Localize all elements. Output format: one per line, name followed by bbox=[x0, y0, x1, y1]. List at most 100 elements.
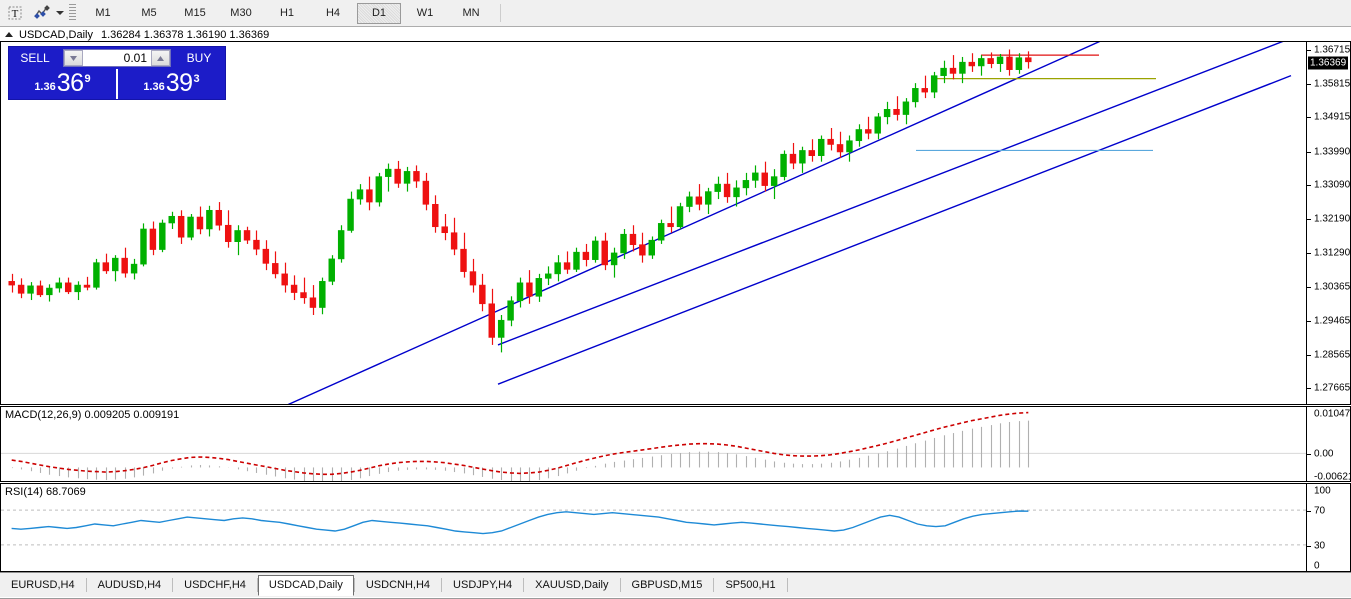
sell-price-sup: 9 bbox=[84, 73, 91, 85]
price-scale-label: 1.36715 bbox=[1314, 44, 1351, 56]
price-scale-tick bbox=[1307, 219, 1311, 221]
macd-scale: 0.010474 0.00 -0.006218 bbox=[1307, 406, 1351, 483]
chart-window: USDCAD,Daily 1.36284 1.36378 1.36190 1.3… bbox=[0, 26, 1351, 599]
chart-tab-bar: EURUSD,H4 AUDUSD,H4 USDCHF,H4 USDCAD,Daily U… bbox=[0, 572, 1351, 597]
rsi-label: RSI(14) 68.7069 bbox=[5, 486, 86, 498]
macd-scale-label: 0.00 bbox=[1314, 448, 1334, 460]
buy-price-sup: 3 bbox=[193, 73, 200, 85]
tab-divider bbox=[353, 578, 355, 592]
rsi-scale: 100 70 30 0 bbox=[1307, 483, 1351, 572]
price-scale-label: 1.32190 bbox=[1314, 213, 1351, 225]
timeframe-m30[interactable]: M30 bbox=[230, 7, 252, 19]
one-click-trading-panel: SELL 0.01 BUY 1.36 36 9 bbox=[8, 46, 226, 100]
price-scale-tick bbox=[1307, 83, 1311, 85]
timeframe-w1[interactable]: W1 bbox=[416, 7, 434, 19]
octp-price-row: 1.36 36 9 1.36 39 3 bbox=[9, 69, 225, 99]
toolbar-divider bbox=[500, 4, 501, 22]
sell-price-prefix: 1.36 bbox=[34, 81, 56, 93]
chart-symbol-label: USDCAD,Daily bbox=[19, 28, 93, 41]
rsi-scale-label: 30 bbox=[1314, 540, 1326, 552]
rsi-scale-label: 70 bbox=[1314, 505, 1326, 517]
price-scale-label: 1.28565 bbox=[1314, 349, 1351, 361]
volume-input[interactable]: 0.01 bbox=[83, 50, 151, 66]
timeframe-h4[interactable]: H4 bbox=[325, 7, 341, 19]
tab-divider bbox=[256, 578, 258, 592]
volume-up-icon[interactable] bbox=[151, 50, 170, 66]
chart-title-bar: USDCAD,Daily 1.36284 1.36378 1.36190 1.3… bbox=[0, 27, 1351, 42]
chart-tab-usdjpy[interactable]: USDJPY,H4 bbox=[453, 579, 513, 591]
volume-stepper[interactable]: 0.01 bbox=[63, 49, 171, 67]
price-scale-tick bbox=[1307, 388, 1311, 390]
text-tool-icon[interactable]: T bbox=[3, 2, 27, 24]
buy-price-big: 39 bbox=[165, 69, 193, 97]
chart-tab-usdchf[interactable]: USDCHF,H4 bbox=[184, 579, 246, 591]
macd-pane[interactable]: MACD(12,26,9) 0.009205 0.009191 bbox=[0, 406, 1307, 482]
sell-button[interactable]: SELL bbox=[20, 51, 50, 65]
chart-tab-eurusd[interactable]: EURUSD,H4 bbox=[11, 579, 75, 591]
octp-top-row: SELL 0.01 BUY bbox=[9, 47, 225, 69]
macd-label: MACD(12,26,9) 0.009205 0.009191 bbox=[5, 409, 180, 421]
macd-scale-label: -0.006218 bbox=[1314, 471, 1351, 483]
price-pane[interactable] bbox=[0, 41, 1307, 405]
tab-divider bbox=[713, 578, 715, 592]
price-scale-tick bbox=[1307, 49, 1311, 51]
volume-down-icon[interactable] bbox=[64, 50, 83, 66]
collapse-icon[interactable] bbox=[5, 32, 13, 37]
sell-price[interactable]: 1.36 36 9 bbox=[9, 69, 116, 99]
tab-divider bbox=[85, 578, 87, 592]
buy-button[interactable]: BUY bbox=[186, 51, 212, 65]
timeframe-d1[interactable]: D1 bbox=[357, 2, 401, 24]
chevron-down-icon[interactable] bbox=[54, 3, 66, 23]
price-scale-label: 1.31290 bbox=[1314, 247, 1351, 259]
price-scale-label: 1.33990 bbox=[1314, 146, 1351, 158]
rsi-chart-svg bbox=[1, 509, 1306, 546]
price-scale-label: 1.29465 bbox=[1314, 315, 1351, 327]
timeframe-h1[interactable]: H1 bbox=[279, 7, 295, 19]
tab-divider bbox=[172, 578, 174, 592]
price-scale-label: 1.35815 bbox=[1314, 78, 1351, 90]
price-scale-label: 1.34915 bbox=[1314, 111, 1351, 123]
timeframe-mn[interactable]: MN bbox=[462, 7, 480, 19]
rsi-scale-tick bbox=[1307, 511, 1311, 513]
price-scale[interactable]: 1.36715 1.35815 1.34915 1.33990 1.33090 1.321… bbox=[1307, 41, 1351, 405]
price-scale-label: 1.27665 bbox=[1314, 382, 1351, 394]
price-chart-svg bbox=[8, 42, 1292, 404]
price-scale-tick bbox=[1307, 117, 1311, 119]
timeframe-m15[interactable]: M15 bbox=[184, 7, 206, 19]
tab-divider bbox=[786, 578, 788, 592]
timeframe-m5[interactable]: M5 bbox=[141, 7, 157, 19]
tab-divider bbox=[441, 578, 443, 592]
toolbar-grip[interactable] bbox=[69, 4, 76, 22]
price-scale-tick bbox=[1307, 252, 1311, 254]
chart-tab-xauusd[interactable]: XAUUSD,Daily bbox=[535, 579, 609, 591]
macd-scale-label: 0.010474 bbox=[1314, 408, 1351, 420]
chart-tab-usdcnh[interactable]: USDCNH,H4 bbox=[365, 579, 431, 591]
rsi-pane[interactable]: RSI(14) 68.7069 bbox=[0, 483, 1307, 572]
price-scale-tick bbox=[1307, 287, 1311, 289]
macd-chart-svg bbox=[1, 411, 1306, 481]
macd-scale-tick bbox=[1307, 454, 1311, 456]
chart-tab-usdcad[interactable]: USDCAD,Daily bbox=[257, 574, 354, 596]
price-scale-tick bbox=[1307, 151, 1311, 153]
chart-ohlc-values: 1.36284 1.36378 1.36190 1.36369 bbox=[100, 28, 270, 41]
price-scale-tick bbox=[1307, 321, 1311, 323]
rsi-scale-label: 100 bbox=[1314, 485, 1331, 497]
chart-tab-sp500[interactable]: SP500,H1 bbox=[725, 579, 776, 591]
buy-price[interactable]: 1.36 39 3 bbox=[116, 69, 225, 99]
chart-tab-gbpusd[interactable]: GBPUSD,M15 bbox=[631, 579, 703, 591]
price-scale-label: 1.30365 bbox=[1314, 281, 1351, 293]
main-toolbar: T M1 M5 M15 M30 H1 H4 D1 W1 MN bbox=[0, 0, 1351, 27]
tab-divider bbox=[619, 578, 621, 592]
price-scale-tick bbox=[1307, 354, 1311, 356]
price-scale-label: 1.33090 bbox=[1314, 179, 1351, 191]
svg-text:T: T bbox=[12, 8, 19, 20]
price-scale-tick bbox=[1307, 185, 1311, 187]
rsi-scale-tick bbox=[1307, 545, 1311, 547]
buy-price-prefix: 1.36 bbox=[143, 81, 165, 93]
current-price-label: 1.36369 bbox=[1308, 56, 1349, 70]
timeframe-m1[interactable]: M1 bbox=[95, 7, 111, 19]
chart-tab-audusd[interactable]: AUDUSD,H4 bbox=[97, 579, 162, 591]
sell-price-big: 36 bbox=[56, 69, 84, 97]
indicators-icon[interactable] bbox=[30, 2, 54, 24]
